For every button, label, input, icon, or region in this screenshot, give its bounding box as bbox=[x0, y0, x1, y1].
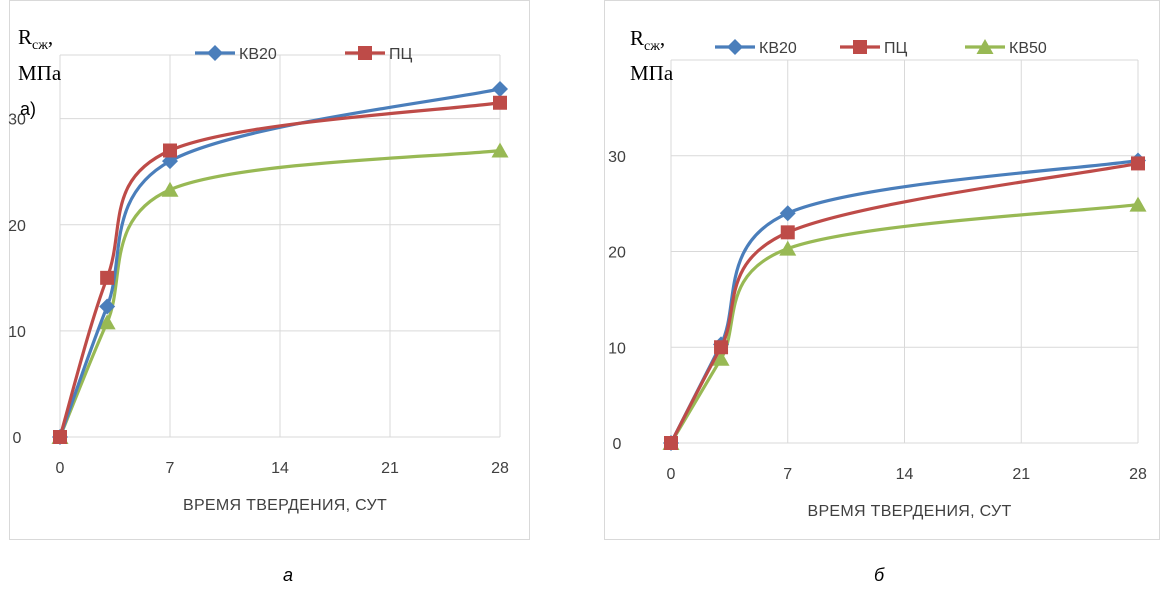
y-tick-label: 30 bbox=[608, 149, 626, 166]
y-axis-label: Rсж, bbox=[630, 26, 665, 54]
legend-swatch-marker bbox=[727, 39, 743, 55]
x-axis-label: ВРЕМЯ ТВЕРДЕНИЯ, СУТ bbox=[807, 503, 1011, 520]
x-tick-label: 7 bbox=[166, 460, 175, 477]
legend-label: ПЦ bbox=[389, 46, 413, 63]
x-tick-label: 21 bbox=[381, 460, 399, 477]
data-point-marker bbox=[99, 298, 116, 315]
legend-swatch-marker bbox=[976, 39, 994, 54]
chart-svg-1: 0 7 14 21 28 0 10 20 30 ВРЕМЯ ТВЕРДЕНИЯ, СУТ Rсж, М… bbox=[604, 0, 1160, 540]
legend-swatch-marker bbox=[207, 45, 223, 61]
legend-label: ПЦ bbox=[884, 40, 908, 57]
x-tick-label: 21 bbox=[1012, 466, 1030, 483]
y-axis-label: Rсж, bbox=[18, 25, 53, 53]
data-point-marker bbox=[492, 80, 508, 97]
x-tick-label: 0 bbox=[667, 466, 676, 483]
chart-frame bbox=[9, 0, 530, 540]
legend-item: ПЦ bbox=[345, 46, 413, 63]
chart-a: 0 7 14 21 28 0 10 20 30 ВРЕМЯ ТВЕРДЕНИЯ, СУТ Rсж, М… bbox=[0, 0, 540, 540]
data-point-marker bbox=[491, 142, 509, 158]
legend-swatch-marker bbox=[853, 40, 867, 54]
data-point-marker bbox=[161, 181, 179, 197]
caption-b: б bbox=[874, 565, 885, 585]
x-tick-label: 28 bbox=[491, 460, 509, 477]
y-tick-label: 20 bbox=[608, 245, 626, 262]
legend: КВ20 ПЦ bbox=[195, 45, 413, 63]
x-tick-label: 7 bbox=[783, 466, 792, 483]
panel-annotation: а) bbox=[20, 99, 36, 119]
data-point-marker bbox=[1129, 196, 1147, 212]
chart-b: 0 7 14 21 28 0 10 20 30 ВРЕМЯ ТВЕРДЕНИЯ, СУТ Rсж, М… bbox=[595, 0, 1160, 545]
legend-label: КВ20 bbox=[239, 46, 277, 63]
data-point-marker bbox=[712, 350, 730, 366]
data-point-marker bbox=[493, 95, 507, 110]
data-point-marker bbox=[780, 225, 795, 240]
data-point-marker bbox=[53, 430, 67, 444]
x-axis-label: ВРЕМЯ ТВЕРДЕНИЯ, СУТ bbox=[183, 497, 387, 514]
chart-svg-0: 0 7 14 21 28 0 10 20 30 ВРЕМЯ ТВЕРДЕНИЯ, СУТ Rсж, М… bbox=[8, 0, 530, 540]
legend-swatch-marker bbox=[358, 46, 372, 60]
x-tick-label: 14 bbox=[271, 460, 289, 477]
y-tick-label: 20 bbox=[8, 218, 26, 235]
legend: КВ20 ПЦ КВ50 bbox=[715, 39, 1047, 57]
data-point-marker bbox=[779, 205, 796, 222]
x-tick-label: 14 bbox=[896, 466, 914, 483]
legend-item: ПЦ bbox=[840, 40, 908, 57]
series-line bbox=[669, 202, 1140, 445]
series-line bbox=[58, 148, 502, 439]
series-ПЦ-1 bbox=[664, 156, 1145, 450]
data-point-marker bbox=[98, 314, 116, 330]
y-tick-label: 10 bbox=[8, 324, 26, 341]
y-tick-label: 30 bbox=[8, 112, 26, 129]
legend-item: КВ50 bbox=[965, 39, 1047, 57]
data-point-marker bbox=[714, 340, 729, 355]
x-tick-label: 0 bbox=[56, 460, 65, 477]
y-tick-label: 0 bbox=[613, 436, 622, 453]
y-axis-unit: МПа bbox=[18, 61, 62, 85]
y-tick-label: 10 bbox=[608, 340, 626, 357]
legend-label: КВ50 bbox=[1009, 40, 1047, 57]
series-ПЦ-1 bbox=[53, 95, 507, 444]
data-point-marker bbox=[779, 240, 797, 256]
grid bbox=[59, 54, 501, 438]
legend-item: КВ20 bbox=[715, 39, 797, 57]
legend-item: КВ20 bbox=[195, 45, 277, 63]
data-point-marker bbox=[100, 270, 115, 285]
x-tick-label: 28 bbox=[1129, 466, 1147, 483]
data-point-marker bbox=[664, 436, 678, 450]
data-point-marker bbox=[163, 143, 177, 158]
series-line bbox=[669, 161, 1140, 445]
caption-a: а bbox=[283, 565, 294, 585]
series-line bbox=[58, 101, 502, 439]
series-line bbox=[58, 87, 502, 439]
data-point-marker bbox=[1131, 156, 1145, 171]
y-axis-unit: МПа bbox=[630, 61, 674, 85]
chart-frame bbox=[604, 0, 1160, 540]
legend-label: КВ20 bbox=[759, 40, 797, 57]
y-tick-label: 0 bbox=[13, 430, 22, 447]
